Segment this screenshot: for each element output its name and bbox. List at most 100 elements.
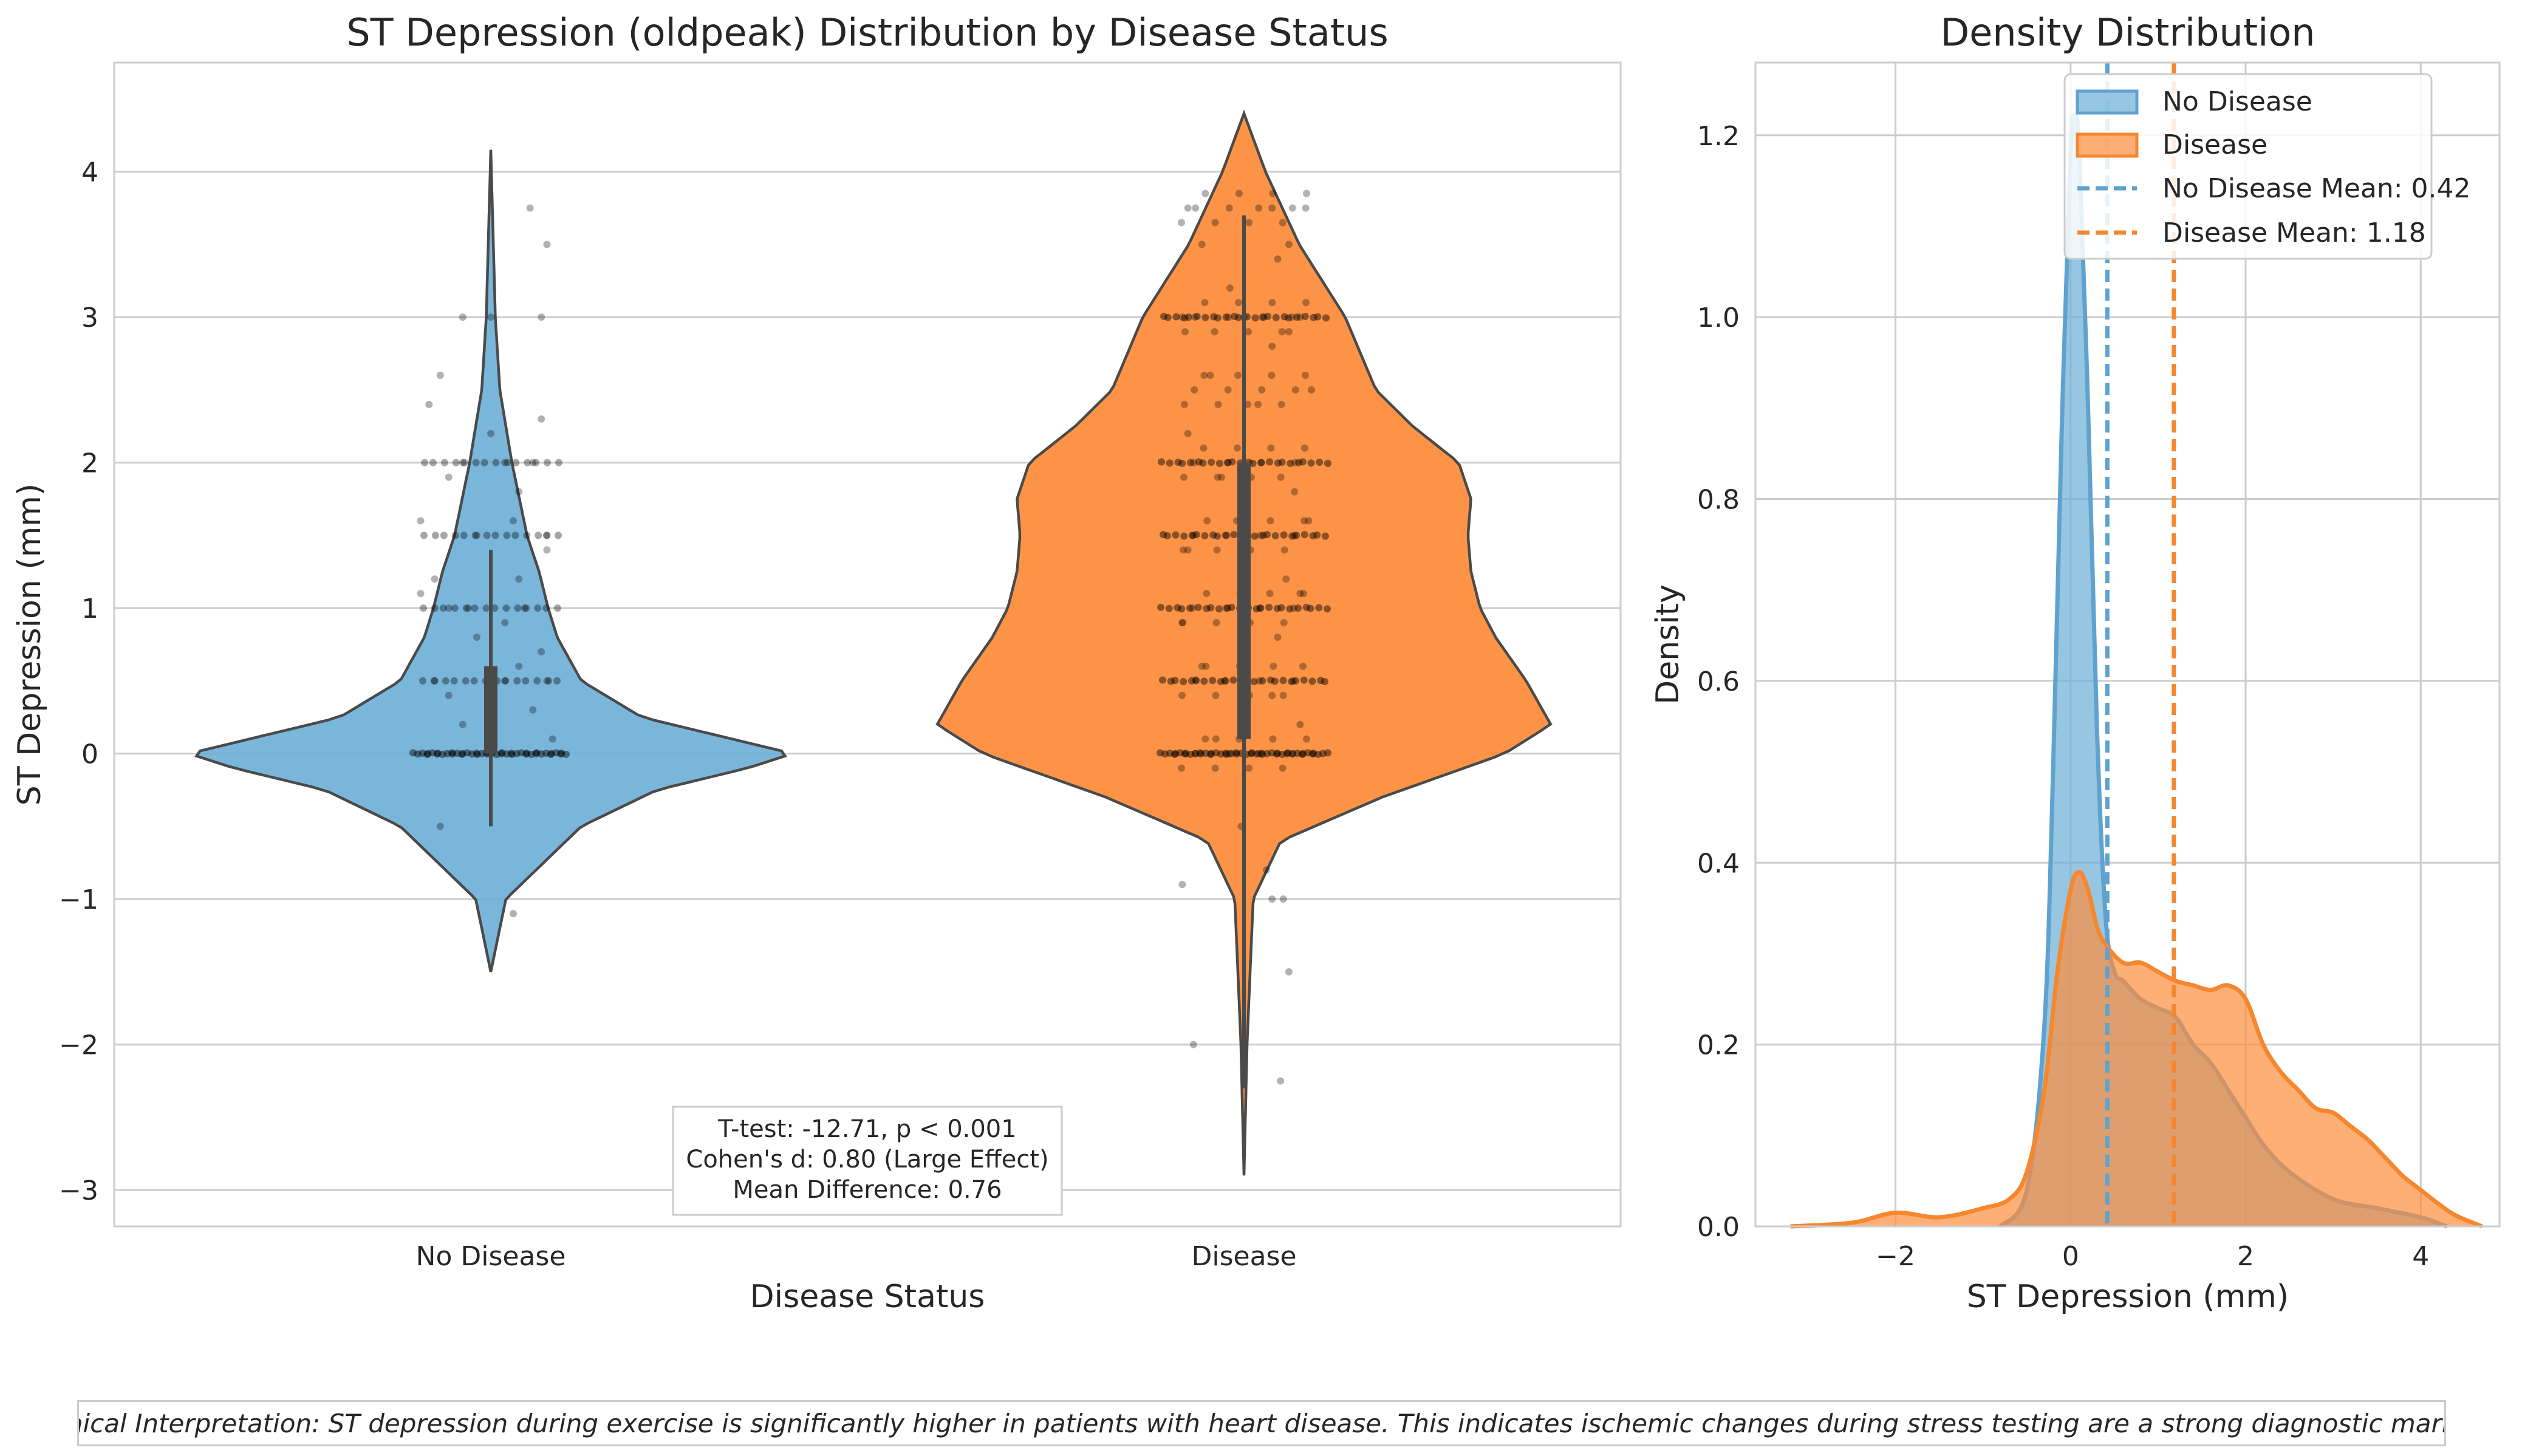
violin-point xyxy=(1273,750,1280,758)
violin-point xyxy=(431,531,439,539)
violin-point xyxy=(1299,750,1306,758)
density-curve-disease xyxy=(1790,869,2483,1229)
violin-point xyxy=(1200,677,1208,685)
violin-point xyxy=(1225,313,1232,321)
violin-point xyxy=(1192,676,1200,684)
violin-point xyxy=(1284,749,1291,757)
violin-point xyxy=(1258,750,1265,757)
violin-point xyxy=(527,750,535,758)
violin-point xyxy=(1262,866,1270,874)
violin-point xyxy=(1307,459,1315,467)
density-x-tick-label: −2 xyxy=(1876,1241,1915,1272)
violin-point xyxy=(1282,575,1290,583)
violin-point xyxy=(480,459,488,467)
violin-point xyxy=(436,822,444,830)
violin-point xyxy=(538,750,545,758)
violin-point xyxy=(1279,677,1287,685)
violin-point xyxy=(1252,605,1260,613)
violin-point xyxy=(1213,532,1221,540)
violin-point xyxy=(1291,386,1299,394)
violin-point xyxy=(417,590,425,598)
density-y-tick-label: 0.0 xyxy=(1697,1212,1740,1243)
violin-point xyxy=(1293,313,1301,321)
violin-point xyxy=(1160,531,1167,539)
violin-point xyxy=(439,604,447,612)
violin-point xyxy=(1279,895,1287,903)
violin-point xyxy=(514,604,522,612)
violin-point xyxy=(421,459,428,467)
violin-point xyxy=(1198,662,1206,670)
violin-point xyxy=(459,720,466,728)
violin-point xyxy=(1224,459,1232,467)
violin-y-tick-label: 1 xyxy=(81,593,98,624)
violin-point xyxy=(1274,459,1282,467)
density-x-axis-label: ST Depression (mm) xyxy=(1967,1279,2289,1315)
density-legend: No Disease Disease No Disease Mean: 0.42… xyxy=(2063,73,2471,260)
violin-point xyxy=(1272,313,1280,321)
violin-point xyxy=(1259,531,1267,539)
violin-point xyxy=(1271,677,1279,685)
violin-point xyxy=(1182,750,1189,757)
violin-point xyxy=(1202,750,1209,757)
violin-point xyxy=(1288,678,1296,686)
violin-point xyxy=(423,750,431,758)
violin-point xyxy=(473,750,480,757)
violin-point xyxy=(1305,517,1313,525)
violin-point xyxy=(1249,459,1257,467)
violin-point xyxy=(1181,400,1188,408)
violin-point xyxy=(1285,241,1293,248)
violin-point xyxy=(1283,750,1291,757)
violin-point xyxy=(1280,619,1288,627)
violin-point xyxy=(543,677,551,685)
violin-point xyxy=(451,531,459,539)
violin-point xyxy=(1244,400,1252,408)
violin-point xyxy=(420,531,428,539)
legend-label-disease-mean: Disease Mean: 1.18 xyxy=(2162,217,2426,248)
violin-point xyxy=(1206,371,1214,379)
violin-point xyxy=(478,750,486,757)
violin-point xyxy=(1172,531,1180,539)
violin-point xyxy=(1277,1077,1285,1085)
violin-point xyxy=(1319,750,1327,757)
violin-point xyxy=(1289,750,1296,758)
violin-point xyxy=(1309,531,1317,539)
violin-point xyxy=(1291,459,1299,467)
violin-point xyxy=(1294,750,1301,757)
violin-point xyxy=(1292,677,1300,685)
violin-point xyxy=(1253,750,1260,758)
violin-point xyxy=(1324,459,1331,467)
violin-point xyxy=(1180,532,1188,540)
violin-point xyxy=(1277,473,1285,481)
violin-point xyxy=(1280,313,1288,321)
violin-point xyxy=(1201,190,1209,197)
violin-point xyxy=(1322,314,1330,322)
violin-point xyxy=(459,750,466,757)
violin-point xyxy=(472,459,480,467)
violin-point xyxy=(1197,749,1204,757)
violin-point xyxy=(440,459,448,467)
violin-point xyxy=(529,706,537,714)
violin-point xyxy=(1224,386,1232,394)
violin-point xyxy=(1302,299,1310,307)
violin-point xyxy=(1189,531,1197,539)
violin-point xyxy=(1178,219,1185,227)
violin-point xyxy=(465,604,473,612)
violin-point xyxy=(1229,676,1237,684)
density-x-tick-label: 2 xyxy=(2237,1241,2254,1272)
violin-point xyxy=(471,531,479,539)
violin-point xyxy=(434,750,442,757)
violin-point xyxy=(501,619,509,627)
violin-point xyxy=(1266,458,1274,466)
violin-point xyxy=(518,749,525,757)
violin-point xyxy=(1217,750,1225,758)
violin-point xyxy=(1178,764,1185,772)
violin-point xyxy=(542,750,550,757)
violin-point xyxy=(1188,531,1196,539)
violin-point xyxy=(1213,546,1221,554)
violin-point xyxy=(1280,546,1288,554)
violin-point xyxy=(1296,590,1304,598)
violin-point xyxy=(1214,473,1222,481)
violin-point xyxy=(452,459,460,467)
violin-point xyxy=(1212,735,1220,743)
violin-point xyxy=(1228,458,1236,466)
